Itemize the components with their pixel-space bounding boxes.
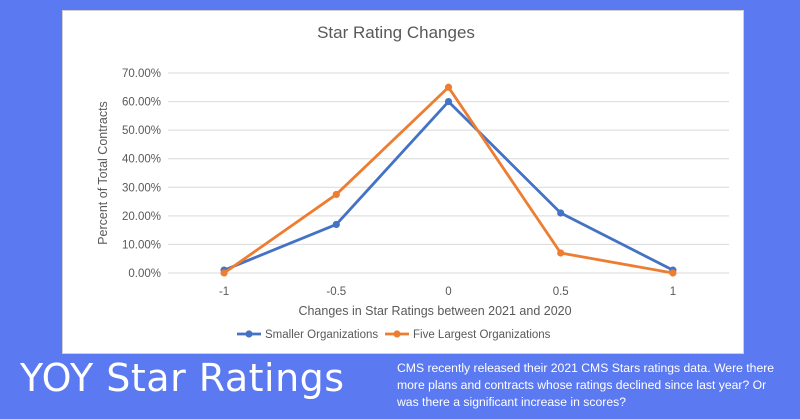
data-point <box>557 249 565 257</box>
x-tick-label: 0.5 <box>553 286 569 298</box>
y-axis-label: Percent of Total Contracts <box>96 101 110 245</box>
x-tick-label: 0 <box>445 286 451 298</box>
y-tick-label: 60.00% <box>122 97 161 109</box>
series-line-five-largest-organizations <box>223 85 674 275</box>
y-tick-label: 30.00% <box>122 182 161 194</box>
data-point <box>332 220 340 229</box>
data-point <box>332 190 340 199</box>
data-point <box>444 83 453 91</box>
chart-title: Star Rating Changes <box>317 23 475 42</box>
data-point <box>220 269 228 277</box>
data-point <box>669 269 677 277</box>
y-tick-label: 20.00% <box>122 211 161 223</box>
y-tick-label: 10.00% <box>122 239 161 251</box>
legend-marker <box>245 330 253 338</box>
y-tick-label: 40.00% <box>122 154 161 166</box>
y-tick-label: 70.00% <box>122 68 161 80</box>
page-headline: YOY Star Ratings <box>20 356 345 400</box>
x-axis-label: Changes in Star Ratings between 2021 and… <box>298 304 571 318</box>
legend-marker <box>393 330 401 338</box>
legend-label: Smaller Organizations <box>265 329 378 341</box>
line-chart: Star Rating Changes 0.00% 10.00% 20.00% 30.… <box>96 23 729 341</box>
legend: Smaller Organizations Five Largest Organi… <box>237 329 551 341</box>
data-point <box>444 97 453 106</box>
description-text: CMS recently released their 2021 CMS Sta… <box>397 361 775 409</box>
chart-card: Star Rating Changes 0.00% 10.00% 20.00% 30.… <box>62 10 744 354</box>
data-point <box>557 209 565 217</box>
x-tick-label: -1 <box>219 286 229 298</box>
legend-label: Five Largest Organizations <box>413 329 551 341</box>
y-tick-label: 0.00% <box>128 268 161 280</box>
x-tick-label: -0.5 <box>326 286 346 298</box>
y-tick-label: 50.00% <box>122 125 161 137</box>
x-tick-label: 1 <box>670 286 676 298</box>
